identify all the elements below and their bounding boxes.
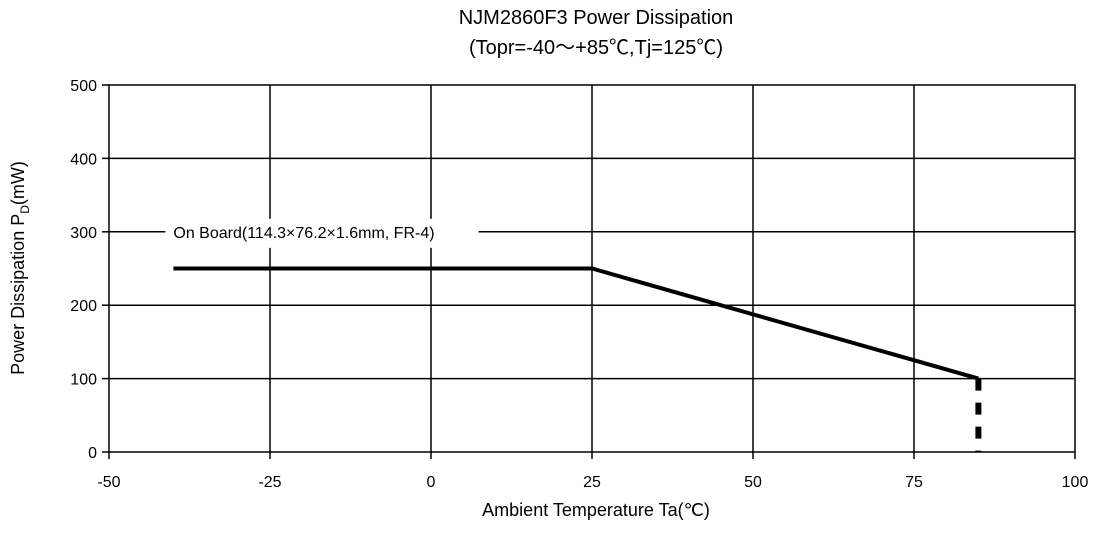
chart-title: NJM2860F3 Power Dissipation [459, 7, 734, 29]
y-tick-label: 400 [70, 151, 97, 168]
annotation-background [165, 218, 479, 248]
y-axis-label-unit: (mW) [8, 161, 28, 205]
y-tick-label: 300 [70, 225, 97, 242]
board-annotation: On Board(114.3×76.2×1.6mm, FR-4) [173, 225, 434, 242]
x-tick-label: 25 [583, 474, 601, 491]
y-axis-label: Power Dissipation PD(mW) [8, 161, 32, 375]
x-tick-label: 0 [427, 474, 436, 491]
x-tick-label: 50 [744, 474, 762, 491]
tick-labels: 0 100 200 300 400 500 -50 -25 0 25 50 75 100 [70, 78, 1088, 491]
chart-subtitle: (Topr=-40～+85℃,Tj=125℃) [469, 37, 723, 59]
grid [102, 84, 1076, 459]
y-axis-label-sub: D [18, 205, 32, 214]
x-tick-label: -50 [97, 474, 120, 491]
y-tick-label: 200 [70, 298, 97, 315]
x-tick-label: 100 [1062, 474, 1089, 491]
x-axis-label: Ambient Temperature Ta(℃) [482, 500, 710, 520]
plot-frame [108, 84, 1076, 453]
series-line [173, 266, 979, 381]
x-tick-label: -25 [258, 474, 281, 491]
y-tick-label: 0 [88, 445, 97, 462]
y-axis-label-main: Power Dissipation P [8, 214, 28, 375]
x-tick-label: 75 [905, 474, 923, 491]
y-tick-label: 100 [70, 372, 97, 389]
series-group [173, 266, 982, 452]
y-tick-label: 500 [70, 78, 97, 95]
